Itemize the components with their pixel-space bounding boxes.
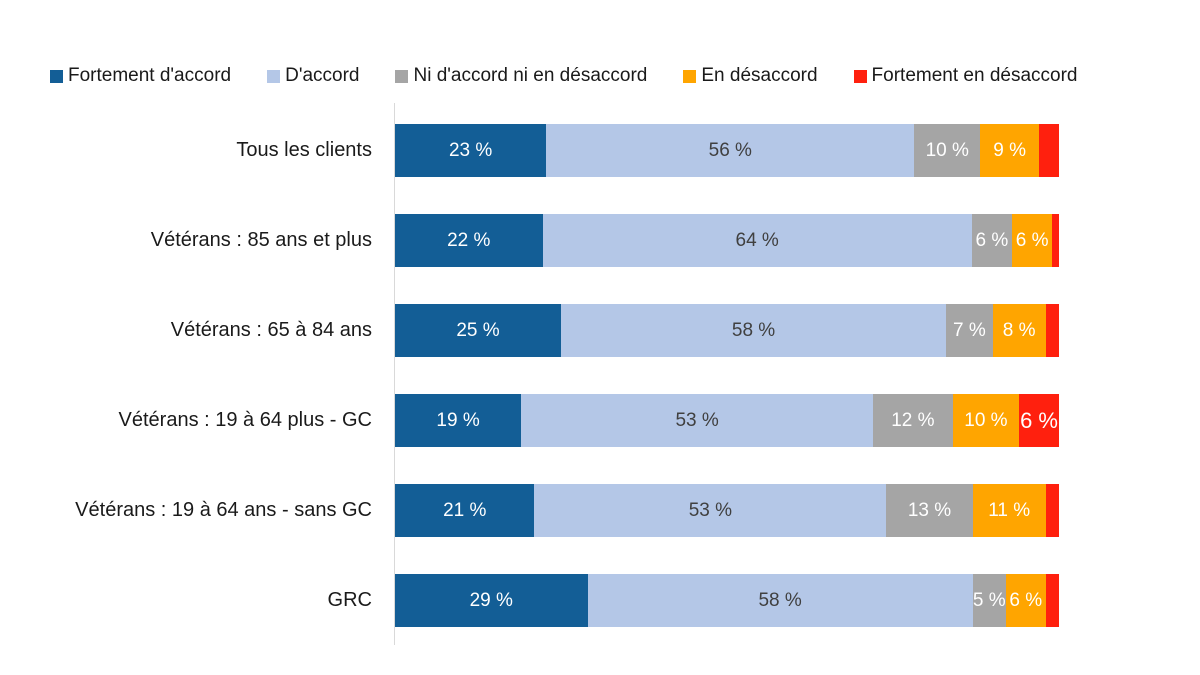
bar-segment-accord: 58 % xyxy=(561,304,947,357)
bar-segment-accord: 53 % xyxy=(521,394,874,447)
legend-item-desaccord: En désaccord xyxy=(683,65,818,87)
category-label: Tous les clients xyxy=(236,139,372,161)
bar-segment-desaccord: 8 % xyxy=(992,304,1046,357)
legend-swatch-icon xyxy=(267,69,281,83)
category-label: Vétérans : 85 ans et plus xyxy=(150,229,372,251)
bar-segment-neutre: 12 % xyxy=(873,394,953,447)
bar-segment-fortement-accord: 23 % xyxy=(395,124,547,177)
bar-segment-fortement-accord: 29 % xyxy=(395,574,588,627)
stacked-bar: 25 % 58 % 7 % 8 % xyxy=(395,304,1059,357)
legend-swatch-icon xyxy=(395,69,409,83)
category-label: Vétérans : 65 à 84 ans xyxy=(170,319,372,341)
chart-legend: Fortement d'accord D'accord Ni d'accord … xyxy=(50,63,1078,89)
bar-segment-fortement-accord: 19 % xyxy=(395,394,522,447)
legend-item-fortement-desaccord: Fortement en désaccord xyxy=(853,65,1078,87)
legend-item-neutre: Ni d'accord ni en désaccord xyxy=(395,65,647,87)
stacked-bar: 19 % 53 % 12 % 10 % 6 % xyxy=(395,394,1059,447)
bar-segment-accord: 58 % xyxy=(587,574,973,627)
legend-label: Ni d'accord ni en désaccord xyxy=(413,65,648,86)
bar-segment-desaccord: 9 % xyxy=(980,124,1040,177)
bar-segment-fortement-desaccord xyxy=(1052,214,1059,267)
category-axis-line xyxy=(394,103,395,645)
stacked-bar: 23 % 56 % 10 % 9 % xyxy=(395,124,1059,177)
stacked-bar: 21 % 53 % 13 % 11 % xyxy=(395,484,1059,537)
bar-segment-neutre: 6 % xyxy=(971,214,1013,267)
category-label: Vétérans : 19 à 64 ans - sans GC xyxy=(75,499,372,521)
bar-segment-fortement-desaccord xyxy=(1045,484,1059,537)
bar-segment-fortement-accord: 21 % xyxy=(395,484,535,537)
bar-segment-fortement-accord: 22 % xyxy=(395,214,543,267)
legend-swatch-icon xyxy=(853,69,867,83)
stacked-bar: 29 % 58 % 5 % 6 % xyxy=(395,574,1059,627)
legend-swatch-icon xyxy=(683,69,697,83)
legend-label: En désaccord xyxy=(701,65,818,86)
bar-segment-fortement-desaccord: 6 % xyxy=(1019,394,1059,447)
bar-segment-fortement-desaccord xyxy=(1039,124,1059,177)
bar-segment-accord: 56 % xyxy=(546,124,915,177)
legend-item-accord: D'accord xyxy=(267,65,359,87)
bar-segment-neutre: 13 % xyxy=(886,484,973,537)
legend-swatch-icon xyxy=(50,69,63,83)
bar-segment-fortement-desaccord xyxy=(1045,574,1059,627)
bar-segment-neutre: 10 % xyxy=(914,124,981,177)
stacked-bar: 22 % 64 % 6 % 6 % xyxy=(395,214,1059,267)
category-label: Vétérans : 19 à 64 plus - GC xyxy=(118,409,372,431)
bar-segment-neutre: 7 % xyxy=(946,304,993,357)
bar-segment-accord: 64 % xyxy=(542,214,972,267)
category-label: GRC xyxy=(327,589,372,611)
legend-label: Fortement en désaccord xyxy=(871,65,1078,86)
legend-label: Fortement d'accord xyxy=(68,65,232,86)
bar-segment-accord: 53 % xyxy=(534,484,887,537)
bar-segment-desaccord: 10 % xyxy=(952,394,1020,447)
bar-segment-neutre: 5 % xyxy=(972,574,1006,627)
legend-label: D'accord xyxy=(285,65,360,86)
bar-segment-desaccord: 6 % xyxy=(1005,574,1046,627)
bar-segment-desaccord: 11 % xyxy=(972,484,1046,537)
legend-item-fortement-accord: Fortement d'accord xyxy=(50,65,231,87)
bar-segment-fortement-desaccord xyxy=(1045,304,1059,357)
bar-segment-desaccord: 6 % xyxy=(1012,214,1053,267)
bar-segment-fortement-accord: 25 % xyxy=(395,304,561,357)
